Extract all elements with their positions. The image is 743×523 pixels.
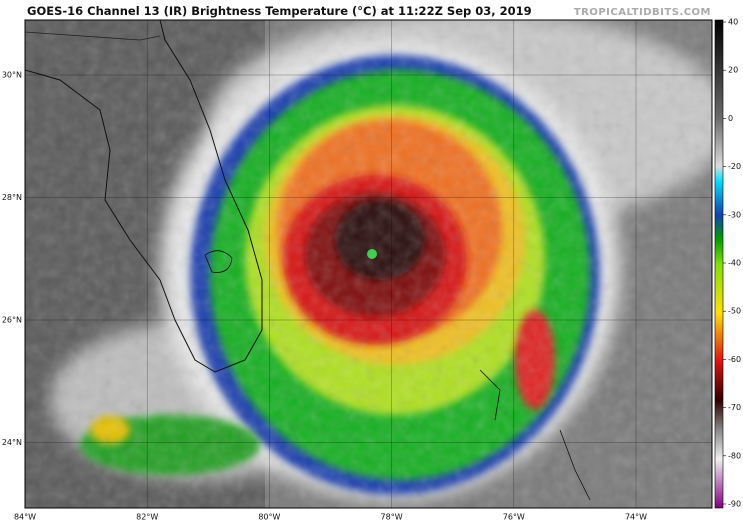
colorbar [714,19,724,509]
colorbar-tick-label: 0 [728,114,733,123]
colorbar-tick-label: -40 [728,259,741,268]
longitude-label: 76°W [503,513,525,522]
longitude-label: 80°W [258,513,280,522]
title: GOES-16 Channel 13 (IR) Brightness Tempe… [27,4,532,18]
colorbar-tick-label: -80 [728,451,741,460]
colorbar-tick-label: -60 [728,355,741,364]
colorbar-tick-label: -30 [728,210,741,219]
longitude-label: 78°W [381,513,403,522]
texture [25,20,712,508]
map-frame [24,19,713,509]
colorbar-tick-label: -90 [728,500,741,509]
latitude-label: 30°N [2,71,22,80]
colorbar-tick-label: 20 [728,66,738,75]
colorbar-tick-label: -70 [728,403,741,412]
lake [204,250,233,273]
colorbar-tick-label: 40 [728,18,738,27]
islands [479,369,591,501]
colorbar-tick-label: -20 [728,162,741,171]
border [25,31,161,41]
longitude-label: 82°W [136,513,158,522]
longitude-label: 74°W [625,513,647,522]
coastline [25,20,263,373]
longitude-label: 84°W [14,513,36,522]
colorbar-tick-label: -50 [728,307,741,316]
latitude-label: 24°N [2,438,22,447]
latitude-label: 26°N [2,316,22,325]
latitude-label: 28°N [2,193,22,202]
watermark: TROPICALTIDBITS.COM [574,7,711,18]
satellite-image [25,20,712,508]
